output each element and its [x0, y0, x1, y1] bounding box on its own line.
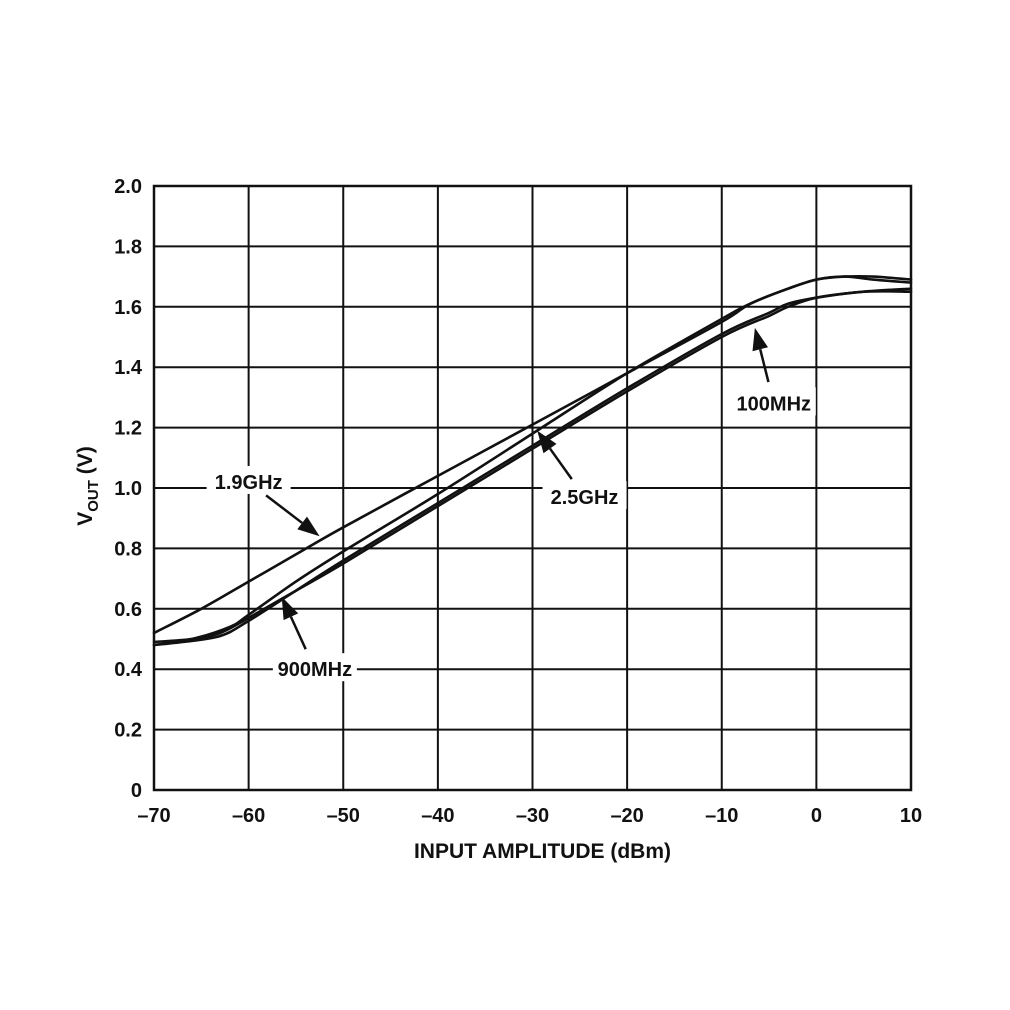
callout-arrow-shaft	[289, 616, 307, 650]
callout-label: 100MHz	[737, 393, 811, 415]
callout-backing	[731, 387, 816, 416]
callout-backing	[272, 653, 357, 682]
callout-label: 900MHz	[278, 659, 352, 681]
y-tick-label: 0.2	[114, 720, 142, 742]
y-tick-label: 1.8	[114, 236, 142, 258]
x-tick-label: –70	[137, 805, 170, 827]
annotations: 1.9GHz 2.5GHz 100MHz 900MHz	[206, 327, 816, 682]
y-axis-title-subscript: OUT	[85, 480, 102, 512]
x-tick-label: –40	[421, 805, 454, 827]
callout-backing	[206, 465, 291, 494]
series-lines	[152, 274, 913, 647]
x-tick-label: –50	[327, 805, 360, 827]
y-tick-label: 0	[131, 780, 142, 802]
y-tick-label: 0.8	[114, 538, 142, 560]
x-tick-label: –20	[610, 805, 643, 827]
x-axis-title: INPUT AMPLITUDE (dBm)	[414, 840, 671, 863]
callout-arrow-shaft	[759, 348, 770, 383]
y-tick-label: 1.4	[114, 357, 143, 379]
y-tick-label: 2.0	[114, 176, 142, 198]
y-tick-label: 0.4	[114, 659, 143, 681]
callout-arrow-head	[281, 596, 299, 621]
x-tick-label: –30	[516, 805, 549, 827]
x-tick-label: 0	[811, 805, 822, 827]
callout-2-5ghz: 2.5GHz	[537, 430, 627, 510]
callout-arrow-head	[537, 430, 557, 454]
callout-arrow-shaft	[548, 447, 573, 480]
series-line-900mhz	[152, 289, 913, 647]
y-tick-label: 1.0	[114, 478, 142, 500]
callout-label: 2.5GHz	[551, 487, 619, 509]
x-tick-label: 10	[900, 805, 922, 827]
plot-frame	[152, 184, 913, 792]
x-tick-label: –60	[232, 805, 265, 827]
y-tick-label: 0.6	[114, 599, 142, 621]
callout-arrow-head	[752, 327, 768, 352]
tick-labels: –70 –60 –50 –40 –30 –20 –10 0 10 0 0.2 0.4 0.6 0.8 1.0…	[114, 176, 922, 827]
callout-1-9ghz: 1.9GHz	[206, 465, 320, 537]
callout-backing	[542, 481, 627, 510]
callout-label: 1.9GHz	[215, 472, 283, 494]
series-line-2-5ghz	[152, 275, 913, 647]
callout-900mhz: 900MHz	[272, 596, 357, 682]
callout-arrow-shaft	[265, 494, 303, 524]
y-tick-label: 1.6	[114, 297, 142, 319]
y-axis-title-unit: (V)	[74, 446, 97, 480]
y-tick-label: 1.2	[114, 418, 142, 440]
callout-arrow-head	[297, 516, 320, 537]
y-axis-title-main: V	[74, 512, 97, 526]
y-axis-title: VOUT (V)	[74, 446, 102, 526]
x-tick-label: –10	[705, 805, 738, 827]
callout-100mhz: 100MHz	[731, 327, 816, 416]
